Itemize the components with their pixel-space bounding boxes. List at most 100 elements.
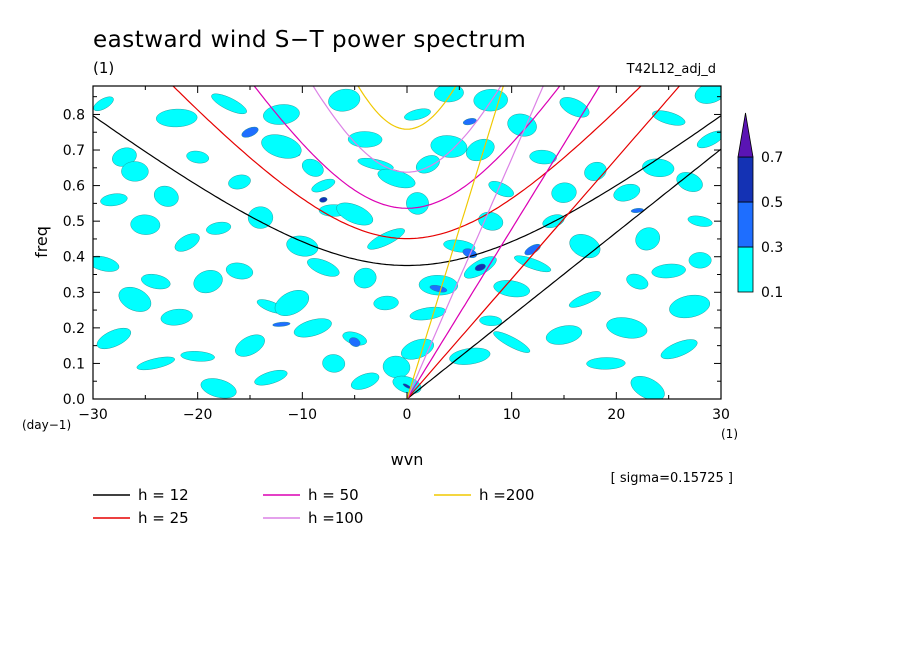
contour-spot [263,104,300,125]
y-tick-label: 0.2 [63,321,85,337]
contour-spot [241,126,259,138]
contour-spot [626,273,649,290]
x-tick-label: −20 [183,407,213,423]
contour-spot [93,255,120,272]
contour-spot [206,221,232,235]
colorbar: 0.1 0.3 0.5 0.7 [737,112,783,301]
contour-spot [415,155,440,174]
contour-spot [660,339,698,360]
x-tick-label: 10 [503,407,521,423]
contour-spot [488,181,514,198]
contour-spot [200,378,237,399]
contour-spot [493,331,531,353]
contour-spot [272,321,291,327]
kelvin-curve [406,148,721,399]
contour-spot [319,197,328,203]
contour-spot [328,88,361,112]
legend-label: h = 12 [138,486,189,504]
contour-spot [466,138,495,162]
colorbar-segment [737,156,754,203]
x-axis-ticks: −30 −20 −10 0 10 20 30 [78,86,730,423]
contour-spot [652,110,686,126]
contour-spot [514,255,552,273]
kelvin-curve [406,86,504,399]
gravity-wave-curve [253,86,561,209]
legend-label: h = 25 [138,509,189,527]
contour-spot [676,172,703,192]
contour-spot [174,233,200,252]
y-axis-unit: (day−1) [22,418,71,432]
y-tick-label: 0.0 [63,392,85,408]
y-axis-label: freq [32,226,51,258]
contour-spot [357,157,394,171]
colorbar-segment [737,246,754,293]
contour-spot [586,357,626,370]
contour-spot [694,86,721,104]
y-tick-label: 0.6 [63,179,85,195]
kelvin-curve [406,86,544,399]
contour-spot [493,280,530,298]
x-axis-label: wvn [391,450,424,469]
contour-spot [402,383,412,389]
y-axis-ticks: 0.0 0.1 0.2 0.3 0.4 0.5 0.6 0.7 0.8 [63,96,721,408]
contour-spot [551,182,577,203]
contour-spot [434,86,464,103]
x-tick-label: 30 [712,407,730,423]
contour-spot [462,118,477,126]
chart-title: eastward wind S−T power spectrum [93,27,526,53]
x-tick-label: 20 [607,407,625,423]
contour-spot [479,315,503,326]
contour-spot [274,290,310,316]
y-tick-label: 0.8 [63,107,85,123]
run-name: T42L12_adj_d [626,62,716,77]
contour-spot [613,183,641,202]
colorbar-label: 0.1 [761,285,783,301]
contour-spot [473,89,508,112]
contour-spot [136,356,175,371]
contour-spot [373,295,399,311]
title-unit: (1) [93,59,114,77]
contour-spot [301,158,324,177]
contour-spot [96,327,132,350]
contour-spot [349,337,361,347]
contour-spot [406,192,429,215]
contour-spot [322,354,346,373]
contour-spot [93,96,114,112]
contour-spot [404,108,431,121]
contour-spot [529,149,557,165]
contour-spot [669,294,711,319]
contour-spot [261,134,302,159]
contour-spot [156,108,198,128]
kelvin-curve [406,86,601,399]
contour-spot [418,275,458,296]
y-tick-label: 0.1 [63,356,85,372]
contour-spot [350,372,380,390]
contour-spot [430,135,468,158]
contour-spot [118,286,152,312]
gravity-wave-curve [312,86,502,173]
y-tick-label: 0.4 [63,250,85,266]
x-tick-label: −10 [288,407,318,423]
contour-spot [225,262,254,280]
contour-spot [121,161,149,182]
contour-spot [254,369,288,386]
contour-spot [696,130,721,149]
contour-spot [160,308,193,326]
gravity-wave-curve [357,86,457,130]
contour-spot [688,252,712,269]
x-axis-unit: (1) [721,427,738,441]
legend: h = 12 h = 25 h = 50 h =100 h =200 [93,486,534,527]
contour-spot [193,270,223,294]
contour-spot [630,376,665,399]
contour-spot [606,317,648,339]
contour-spot [286,235,319,257]
legend-label: h = 50 [308,486,359,504]
contour-spot [141,273,171,290]
contour-spot [100,193,128,207]
colorbar-label: 0.5 [761,195,783,211]
contour-spot [186,150,210,164]
sigma-note: [ sigma=0.15725 ] [611,471,733,486]
contour-spot [347,131,383,148]
colorbar-label: 0.7 [761,150,783,166]
